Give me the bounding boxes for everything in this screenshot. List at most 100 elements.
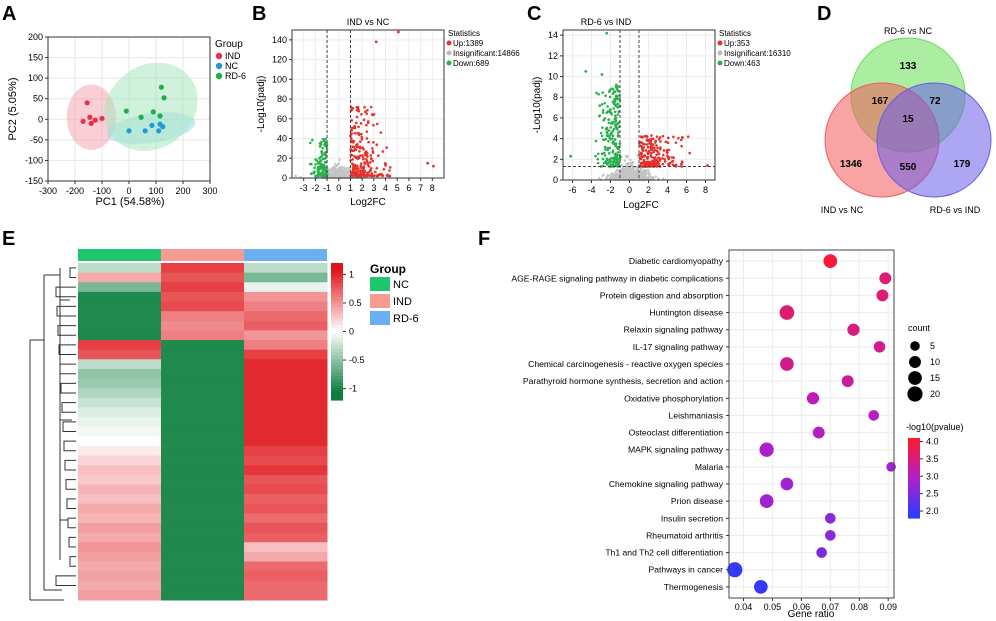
pca-point: [80, 118, 86, 124]
color-legend-segment: [908, 448, 920, 452]
colorbar-segment: [331, 382, 343, 387]
volcano-point-up: [356, 155, 359, 159]
heatmap-cell: [244, 551, 328, 562]
volcano-point-down: [614, 116, 618, 120]
heatmap-cell: [161, 330, 245, 341]
volcano-point-up: [351, 174, 355, 178]
volcano-point-up: [361, 154, 364, 157]
volcano-point-up: [664, 140, 668, 144]
bubble-term-label: Diabetic cardiomyopathy: [629, 256, 724, 266]
volcano-point-insig: [328, 168, 331, 172]
volcano-point-outlier: [605, 31, 609, 35]
bubble-point: [759, 442, 774, 457]
volcano-point-up: [655, 144, 658, 147]
volcano-point-up: [359, 169, 362, 172]
colorbar-segment: [331, 304, 343, 309]
pca-x-tick-label: 100: [148, 186, 163, 196]
volcano-point-up: [388, 169, 391, 172]
volcano-point-up: [355, 105, 359, 109]
volcano-point-up: [355, 115, 359, 119]
volcano-stat-marker: [446, 40, 452, 46]
volcano-point-down: [606, 148, 610, 152]
volcano-point-insig: [620, 173, 623, 176]
volcano-point-down: [602, 151, 606, 155]
volcano-point-up: [663, 158, 666, 161]
volcano-point-up: [375, 166, 379, 170]
color-legend-segment: [908, 456, 920, 460]
heatmap-cell: [78, 445, 162, 457]
heatmap-cell: [244, 311, 328, 322]
volcano-point-up: [372, 174, 376, 177]
color-legend-segment: [908, 496, 920, 500]
bubble-term-label: Thermogenesis: [664, 582, 723, 592]
volcano-point-up: [640, 145, 644, 148]
volcano-point-up: [368, 169, 372, 173]
volcano-point-down: [614, 94, 618, 98]
heatmap-cell: [244, 542, 328, 553]
heatmap-cell: [244, 368, 328, 380]
volcano-point-up: [360, 112, 363, 116]
volcano-point-up: [353, 165, 356, 168]
volcano-point-insig: [648, 171, 651, 175]
volcano-stat-label: Down:463: [724, 59, 761, 68]
volcano-point-up: [653, 156, 657, 159]
volcano-point-up: [362, 173, 366, 177]
bubble-point: [873, 341, 886, 353]
colorbar-segment: [331, 338, 343, 343]
volcano-point-up: [350, 132, 354, 135]
volcano-point-up: [652, 143, 655, 146]
volcano-point-down: [600, 103, 604, 106]
color-legend-title: -log10(pvalue): [906, 422, 964, 432]
size-legend-marker: [907, 386, 923, 402]
heatmap-cell: [161, 571, 245, 582]
volcano-stat-label: Up:1389: [453, 39, 484, 48]
bubble-term-label: AGE-RAGE signaling pathway in diabetic c…: [511, 273, 723, 283]
volcano-point-insig: [630, 163, 634, 167]
volcano-point-insig: [598, 176, 601, 180]
volcano-point-up: [680, 144, 683, 148]
volcano-point-down: [612, 127, 616, 131]
volcano-point-down: [612, 91, 616, 94]
volcano-c-points: [563, 30, 715, 182]
color-legend-segment: [908, 478, 920, 482]
volcano-stat-label: Insignificant:14866: [453, 49, 520, 58]
volcano-point-up: [359, 174, 363, 178]
heatmap-cell: [78, 465, 162, 476]
volcano-point-up: [654, 162, 658, 165]
pca-point: [92, 117, 98, 123]
volcano-point-insig: [614, 170, 617, 174]
bubble-x-tick-label: 0.08: [850, 602, 868, 612]
heatmap-cell: [161, 340, 245, 351]
volcano-point-insig: [610, 172, 614, 175]
volcano-point-insig: [612, 174, 616, 178]
volcano-point-down: [321, 157, 325, 161]
volcano-point-down: [612, 100, 616, 103]
volcano-point-insig: [626, 174, 630, 177]
bubble-term-label: Huntington disease: [649, 308, 723, 318]
volcano-point-down: [616, 105, 620, 109]
heatmap: 1 0.5 0 -0.5 -1 Group NC IND RD-6: [29, 249, 419, 601]
pca-x-tick-label: 200: [175, 186, 190, 196]
heatmap-cell: [161, 484, 245, 495]
volcano-point-down: [616, 151, 620, 154]
heatmap-cell: [161, 561, 245, 572]
panel-label-d: D: [817, 3, 831, 25]
volcano-point-insig: [624, 174, 628, 177]
volcano-point-up: [362, 165, 366, 168]
volcano-point-insig: [622, 175, 625, 178]
volcano-x-tick-label: 5: [395, 183, 400, 193]
bubble-x-tick-label: 0.04: [735, 602, 753, 612]
volcano-point-up: [646, 157, 649, 160]
bubble-term-label: IL-17 signaling pathway: [633, 342, 724, 352]
heatmap-cell: [244, 465, 328, 476]
volcano-point-insig: [338, 158, 341, 161]
bubble-point: [825, 530, 836, 541]
volcano-point-up: [658, 136, 662, 139]
volcano-y-tick-label: 0: [553, 175, 558, 185]
heatmap-cell: [244, 378, 328, 389]
heatmap-cell: [161, 368, 245, 380]
volcano-point-up: [368, 174, 372, 177]
volcano-point-down: [321, 165, 325, 169]
volcano-y-tick-label: 100: [272, 74, 287, 84]
volcano-point-down: [601, 126, 604, 129]
